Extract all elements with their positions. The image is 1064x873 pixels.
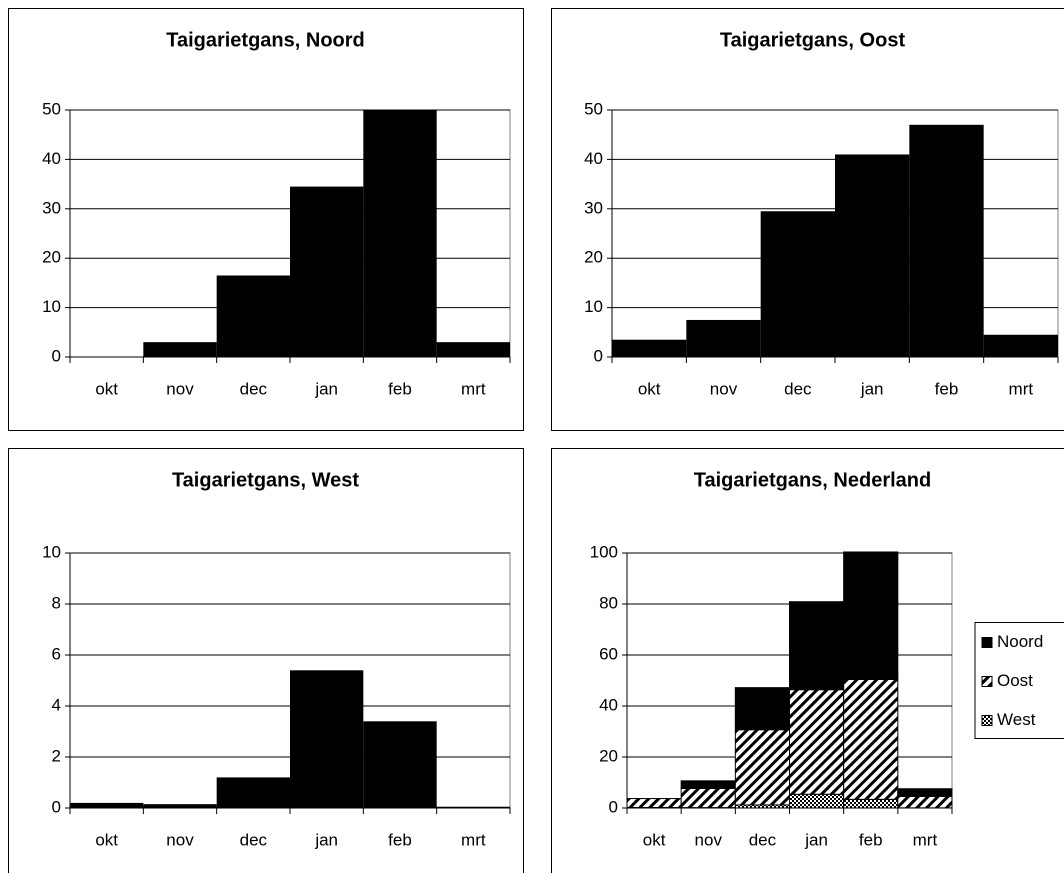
- bar-segment: [734, 729, 790, 806]
- y-tick-label: 20: [599, 746, 618, 765]
- bar: [216, 777, 290, 808]
- x-tick-label: dec: [240, 379, 268, 398]
- bar: [216, 275, 290, 357]
- x-tick-label: dec: [784, 379, 812, 398]
- y-tick-label: 30: [584, 198, 603, 217]
- x-tick-label: nov: [695, 830, 723, 849]
- x-tick-label: nov: [166, 830, 194, 849]
- x-tick-label: dec: [749, 830, 777, 849]
- legend-swatch: [981, 676, 993, 687]
- y-tick-label: 0: [594, 346, 603, 365]
- y-tick-label: 30: [42, 198, 61, 217]
- x-tick-label: dec: [240, 830, 268, 849]
- x-tick-label: feb: [388, 379, 412, 398]
- y-tick-label: 20: [42, 248, 61, 267]
- bar-segment: [843, 798, 899, 809]
- y-tick-label: 0: [609, 797, 618, 816]
- y-tick-label: 40: [599, 695, 618, 714]
- x-tick-label: jan: [860, 379, 884, 398]
- y-tick-label: 6: [52, 644, 61, 663]
- bar-segment: [680, 780, 736, 789]
- y-tick-label: 8: [52, 593, 61, 612]
- x-tick-label: mrt: [913, 830, 938, 849]
- y-tick-label: 10: [42, 297, 61, 316]
- bar: [143, 342, 217, 357]
- bar-segment: [843, 551, 899, 680]
- y-tick-label: 80: [599, 593, 618, 612]
- x-tick-label: jan: [804, 830, 828, 849]
- y-tick-label: 0: [52, 797, 61, 816]
- y-tick-label: 2: [52, 746, 61, 765]
- bar-segment: [843, 678, 899, 800]
- y-tick-label: 100: [590, 542, 618, 561]
- bar: [686, 319, 761, 357]
- bar-segment: [680, 787, 736, 809]
- bar: [363, 721, 437, 808]
- bar-segment: [789, 601, 845, 691]
- y-tick-label: 4: [52, 695, 61, 714]
- bar-segment: [897, 788, 953, 797]
- chart-title: Taigarietgans, Oost: [720, 29, 906, 51]
- y-tick-label: 10: [584, 297, 603, 316]
- bar-segment: [734, 687, 790, 731]
- y-tick-label: 10: [42, 542, 61, 561]
- y-tick-label: 50: [584, 99, 603, 118]
- y-tick-label: 60: [599, 644, 618, 663]
- bar: [983, 334, 1058, 357]
- y-tick-label: 50: [42, 99, 61, 118]
- y-tick-label: 40: [42, 149, 61, 168]
- bar: [612, 339, 687, 357]
- bar: [835, 154, 910, 357]
- bar-segment: [626, 798, 682, 808]
- bar-segment: [789, 689, 845, 795]
- chart-title: Taigarietgans, Nederland: [694, 469, 931, 491]
- chart-title: Taigarietgans, Noord: [166, 29, 365, 51]
- legend-label: West: [997, 710, 1036, 729]
- y-tick-label: 40: [584, 149, 603, 168]
- legend-label: Noord: [997, 632, 1043, 651]
- x-tick-label: okt: [95, 379, 118, 398]
- bar: [70, 802, 144, 808]
- y-tick-label: 20: [584, 248, 603, 267]
- x-tick-label: okt: [638, 379, 661, 398]
- x-tick-label: mrt: [1009, 379, 1034, 398]
- bar: [436, 806, 510, 808]
- legend-swatch: [981, 637, 993, 648]
- x-tick-label: feb: [859, 830, 883, 849]
- legend-swatch: [981, 715, 993, 726]
- x-tick-label: nov: [166, 379, 194, 398]
- y-tick-label: 0: [52, 346, 61, 365]
- chart-title: Taigarietgans, West: [172, 469, 359, 491]
- bar: [760, 211, 835, 357]
- x-tick-label: nov: [710, 379, 738, 398]
- bar: [290, 186, 364, 357]
- x-tick-label: okt: [95, 830, 118, 849]
- x-tick-label: mrt: [461, 830, 486, 849]
- x-tick-label: mrt: [461, 379, 486, 398]
- x-tick-label: jan: [314, 379, 338, 398]
- bar-segment: [897, 795, 953, 809]
- x-tick-label: feb: [388, 830, 412, 849]
- bar: [363, 110, 437, 357]
- x-tick-label: jan: [314, 830, 338, 849]
- bar: [909, 124, 984, 357]
- bar: [290, 670, 364, 808]
- x-tick-label: okt: [643, 830, 666, 849]
- bar: [143, 804, 217, 808]
- bar-segment: [789, 793, 845, 809]
- x-tick-label: feb: [935, 379, 959, 398]
- legend-label: Oost: [997, 671, 1033, 690]
- bar: [436, 342, 510, 357]
